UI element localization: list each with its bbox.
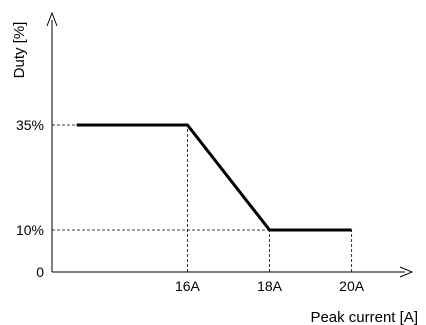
x-tick-label: 16A: [175, 278, 201, 294]
y-tick-label: 0: [36, 264, 44, 280]
x-axis-arrow: [399, 266, 414, 278]
tick-labels: 16A 18A 20A 0 10% 35%: [16, 117, 365, 294]
y-axis-arrow: [46, 11, 58, 27]
y-axis-label: Duty [%]: [11, 22, 28, 79]
series-layer: [76, 123, 352, 232]
x-axis-label: Peak current [A]: [310, 309, 418, 325]
y-tick-label: 35%: [16, 117, 44, 133]
y-tick-label: 10%: [16, 222, 44, 238]
series-line: [76, 123, 352, 232]
x-tick-label: 20A: [339, 278, 365, 294]
axes: [46, 11, 414, 278]
reference-lines: [52, 124, 353, 272]
x-tick-label: 18A: [257, 278, 283, 294]
